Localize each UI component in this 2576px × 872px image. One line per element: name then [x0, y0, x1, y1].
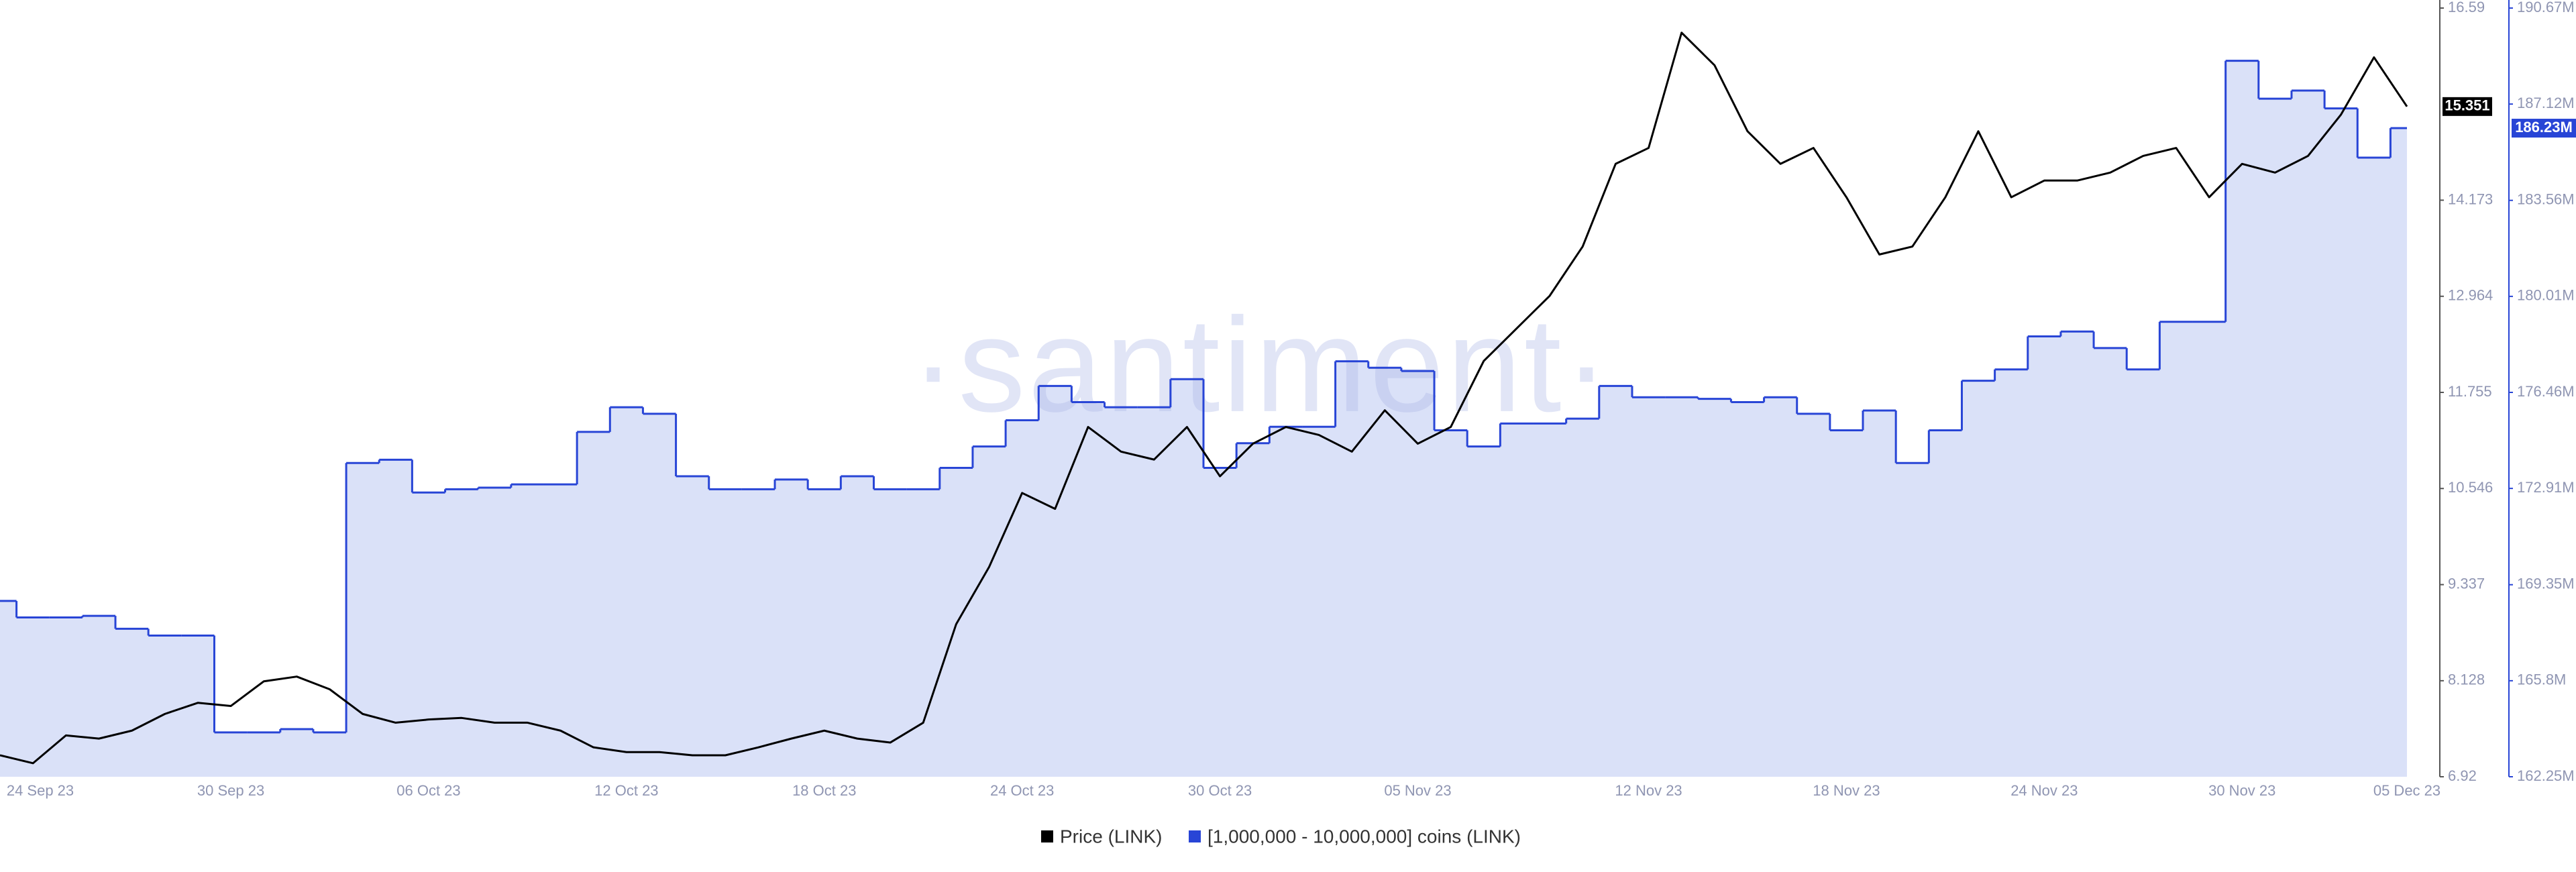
y2-tick-label: 172.91M	[2517, 479, 2575, 496]
x-tick-label: 06 Oct 23	[396, 782, 460, 799]
x-tick-label: 24 Oct 23	[990, 782, 1054, 799]
x-tick-label: 05 Dec 23	[2373, 782, 2440, 799]
y2-tick-label: 183.56M	[2517, 191, 2575, 208]
y-tick-label: 10.546	[2448, 479, 2493, 496]
watermark: ·santiment·	[911, 290, 1611, 440]
legend-label: Price (LINK)	[1060, 826, 1162, 847]
y2-tick-label: 162.25M	[2517, 767, 2575, 784]
legend-label: [1,000,000 - 10,000,000] coins (LINK)	[1208, 826, 1521, 847]
legend: Price (LINK) [1,000,000 - 10,000,000] coi…	[1041, 826, 1521, 847]
x-tick-label: 12 Nov 23	[1615, 782, 1682, 799]
y-tick-label: 14.173	[2448, 190, 2493, 207]
y2-tick-label: 176.46M	[2517, 383, 2575, 400]
y2-tick-label: 180.01M	[2517, 287, 2575, 304]
y2-tick-label: 190.67M	[2517, 0, 2575, 15]
holdings-badge-label: 186.23M	[2515, 119, 2573, 135]
y-tick-label: 16.59	[2448, 0, 2485, 15]
price-badge-label: 15.351	[2445, 97, 2489, 114]
x-tick-label: 18 Oct 23	[792, 782, 856, 799]
legend-swatch	[1041, 830, 1053, 842]
y-tick-label: 9.337	[2448, 575, 2485, 592]
x-tick-label: 30 Oct 23	[1188, 782, 1252, 799]
x-tick-label: 18 Nov 23	[1813, 782, 1880, 799]
x-tick-label: 12 Oct 23	[594, 782, 658, 799]
x-tick-label: 05 Nov 23	[1384, 782, 1451, 799]
y-tick-label: 6.92	[2448, 767, 2477, 784]
y-tick-label: 12.964	[2448, 287, 2493, 304]
y-tick-label: 8.128	[2448, 671, 2485, 688]
price-line	[0, 32, 2408, 765]
holdings-badge	[2512, 119, 2576, 138]
x-tick-label: 30 Nov 23	[2208, 782, 2275, 799]
y2-tick-label: 165.8M	[2517, 671, 2566, 688]
price-badge	[2443, 97, 2492, 116]
x-tick-label: 30 Sep 23	[197, 782, 264, 799]
y2-tick-label: 187.12M	[2517, 95, 2575, 111]
y-tick-label: 11.755	[2448, 383, 2492, 400]
legend-swatch	[1189, 830, 1201, 842]
y2-tick-label: 169.35M	[2517, 576, 2575, 592]
x-tick-label: 24 Sep 23	[7, 782, 74, 799]
x-tick-label: 24 Nov 23	[2010, 782, 2078, 799]
